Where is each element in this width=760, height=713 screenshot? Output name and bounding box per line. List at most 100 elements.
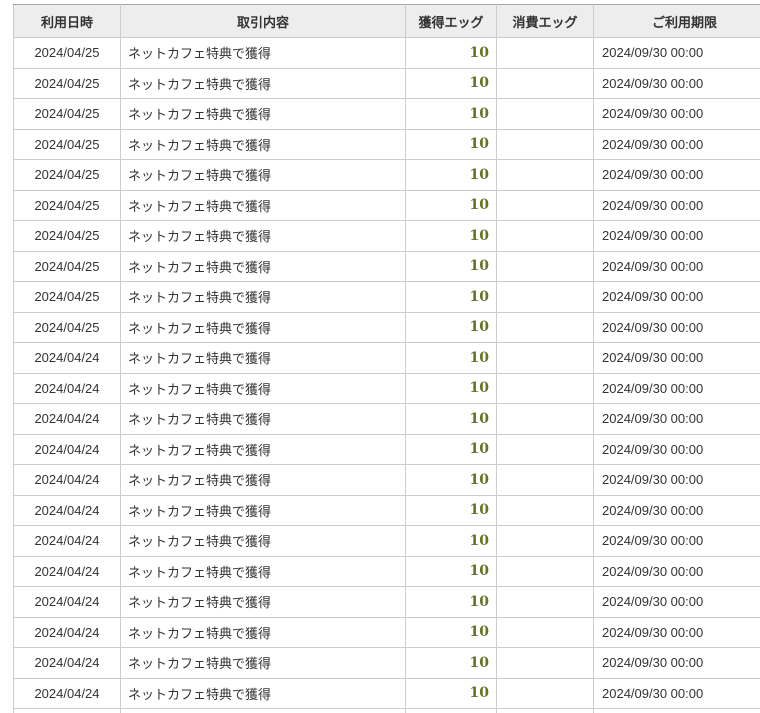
cell-expiry: 2024/09/30 00:00 <box>593 433 760 465</box>
cell-expiry: 2024/09/30 00:00 <box>593 281 760 313</box>
cell-date: 2024/04/24 <box>13 372 121 404</box>
cell-earned: 10 <box>405 220 497 252</box>
cell-expiry: 2024/09/30 00:00 <box>593 464 760 496</box>
cell-consumed <box>496 647 594 679</box>
cell-consumed <box>496 494 594 526</box>
cell-earned: 10 <box>405 433 497 465</box>
cell-consumed <box>496 159 594 191</box>
column-header-description: 取引内容 <box>120 4 406 38</box>
cell-consumed <box>496 525 594 557</box>
cell-date: 2024/04/24 <box>13 677 121 709</box>
table-row: 2024/04/25 ネットカフェ特典で獲得 10 2024/09/30 00:00 <box>13 220 760 252</box>
cell-earned: 10 <box>405 677 497 709</box>
cell-earned: 10 <box>405 281 497 313</box>
cell-consumed <box>496 98 594 130</box>
cell-expiry: 2024/09/30 00:00 <box>593 677 760 709</box>
table-body: 2024/04/25 ネットカフェ特典で獲得 10 2024/09/30 00:00 2… <box>13 37 760 713</box>
table-row: 2024/04/25 ネットカフェ特典で獲得 10 2024/09/30 00:00 <box>13 250 760 282</box>
cell-earned: 10 <box>405 37 497 69</box>
cell-description: ネットカフェ特典で獲得 <box>120 647 406 679</box>
cell-consumed <box>496 464 594 496</box>
table-row: 2024/04/25 ネットカフェ特典で獲得 10 2024/09/30 00:00 <box>13 311 760 343</box>
cell-consumed <box>496 37 594 69</box>
cell-description: ネットカフェ特典で獲得 <box>120 159 406 191</box>
cell-consumed <box>496 586 594 618</box>
cell-description: ネットカフェ特典で獲得 <box>120 372 406 404</box>
cell-expiry: 2024/09/30 00:00 <box>593 220 760 252</box>
cell-consumed <box>496 372 594 404</box>
cell-consumed <box>496 189 594 221</box>
cell-date: 2024/04/24 <box>13 403 121 435</box>
cell-earned <box>405 708 497 713</box>
cell-expiry: 2024/09/30 00:00 <box>593 647 760 679</box>
cell-expiry: 2024/09/30 00:00 <box>593 128 760 160</box>
cell-consumed <box>496 403 594 435</box>
table-row: 2024/04/24 ネットカフェ特典で獲得 10 2024/09/30 00:00 <box>13 555 760 587</box>
cell-expiry: 2024/09/30 00:00 <box>593 67 760 99</box>
cell-expiry: 2024/09/30 00:00 <box>593 586 760 618</box>
cell-expiry: 2024/09/30 00:00 <box>593 372 760 404</box>
cell-consumed <box>496 220 594 252</box>
table-row: 2024/04/24 ネットカフェ特典で獲得 10 2024/09/30 00:00 <box>13 433 760 465</box>
cell-earned: 10 <box>405 586 497 618</box>
cell-earned: 10 <box>405 647 497 679</box>
cell-consumed <box>496 616 594 648</box>
cell-description: ネットカフェ特典で獲得 <box>120 342 406 374</box>
cell-date: 2024/04/25 <box>13 67 121 99</box>
cell-consumed <box>496 433 594 465</box>
cell-date: 2024/04/24 <box>13 494 121 526</box>
cell-expiry: 2024/09/30 00:00 <box>593 494 760 526</box>
cell-earned: 10 <box>405 525 497 557</box>
cell-earned: 10 <box>405 616 497 648</box>
cell-date <box>13 708 121 713</box>
cell-description: ネットカフェ特典で獲得 <box>120 98 406 130</box>
cell-description <box>120 708 406 713</box>
cell-description: ネットカフェ特典で獲得 <box>120 189 406 221</box>
cell-consumed <box>496 708 594 713</box>
cell-expiry: 2024/09/30 00:00 <box>593 525 760 557</box>
table-row: 2024/04/24 ネットカフェ特典で獲得 10 2024/09/30 00:00 <box>13 372 760 404</box>
table-row: 2024/04/25 ネットカフェ特典で獲得 10 2024/09/30 00:00 <box>13 37 760 69</box>
table-row: 2024/04/24 ネットカフェ特典で獲得 10 2024/09/30 00:00 <box>13 403 760 435</box>
cell-date: 2024/04/25 <box>13 128 121 160</box>
table-row: 2024/04/24 ネットカフェ特典で獲得 10 2024/09/30 00:00 <box>13 464 760 496</box>
column-header-consumed: 消費エッグ <box>496 4 594 38</box>
table-row: 2024/04/24 ネットカフェ特典で獲得 10 2024/09/30 00:00 <box>13 342 760 374</box>
cell-description: ネットカフェ特典で獲得 <box>120 220 406 252</box>
cell-date: 2024/04/24 <box>13 586 121 618</box>
cell-description: ネットカフェ特典で獲得 <box>120 494 406 526</box>
cell-description: ネットカフェ特典で獲得 <box>120 128 406 160</box>
cell-description: ネットカフェ特典で獲得 <box>120 586 406 618</box>
cell-expiry: 2024/09/30 00:00 <box>593 159 760 191</box>
cell-description: ネットカフェ特典で獲得 <box>120 311 406 343</box>
cell-earned: 10 <box>405 67 497 99</box>
cell-consumed <box>496 677 594 709</box>
cell-date: 2024/04/24 <box>13 555 121 587</box>
table-row: 2024/04/24 ネットカフェ特典で獲得 10 2024/09/30 00:00 <box>13 616 760 648</box>
cell-earned: 10 <box>405 128 497 160</box>
cell-description: ネットカフェ特典で獲得 <box>120 464 406 496</box>
cell-date: 2024/04/24 <box>13 647 121 679</box>
cell-expiry: 2024/09/30 00:00 <box>593 555 760 587</box>
cell-date: 2024/04/24 <box>13 525 121 557</box>
cell-date: 2024/04/25 <box>13 189 121 221</box>
table-row: 2024/04/24 ネットカフェ特典で獲得 10 2024/09/30 00:00 <box>13 494 760 526</box>
cell-date: 2024/04/25 <box>13 220 121 252</box>
cell-date: 2024/04/25 <box>13 159 121 191</box>
table-row: 2024/04/25 ネットカフェ特典で獲得 10 2024/09/30 00:00 <box>13 67 760 99</box>
column-header-expiry: ご利用期限 <box>593 4 760 38</box>
table-row: 2024/04/25 ネットカフェ特典で獲得 10 2024/09/30 00:00 <box>13 281 760 313</box>
cell-earned: 10 <box>405 250 497 282</box>
cell-earned: 10 <box>405 189 497 221</box>
cell-earned: 10 <box>405 555 497 587</box>
cell-earned: 10 <box>405 464 497 496</box>
cell-expiry: 2024/09/30 00:00 <box>593 37 760 69</box>
cell-description: ネットカフェ特典で獲得 <box>120 403 406 435</box>
cell-expiry: 2024/09/30 00:00 <box>593 616 760 648</box>
cell-description: ネットカフェ特典で獲得 <box>120 525 406 557</box>
table-row: 2024/04/24 ネットカフェ特典で獲得 10 2024/09/30 00:00 <box>13 647 760 679</box>
table-row: 2024/04/25 ネットカフェ特典で獲得 10 2024/09/30 00:00 <box>13 189 760 221</box>
table-row: 2024/04/25 ネットカフェ特典で獲得 10 2024/09/30 00:00 <box>13 159 760 191</box>
cell-date: 2024/04/24 <box>13 433 121 465</box>
table-row-partial <box>13 708 760 713</box>
